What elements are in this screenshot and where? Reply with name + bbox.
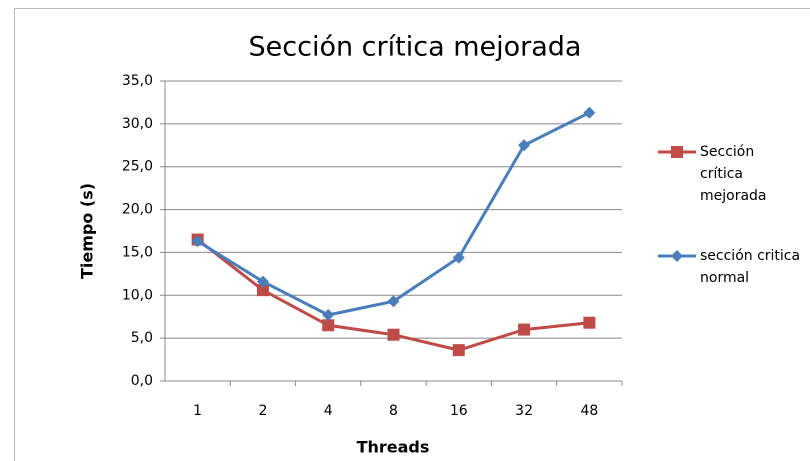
chart-border: [14, 8, 810, 461]
y-tick-label: 35,0: [122, 73, 153, 89]
y-axis-label: Tiempo (s): [78, 183, 97, 279]
legend-marker: [671, 146, 683, 158]
data-point: [387, 328, 400, 341]
data-point: [256, 275, 269, 288]
data-point: [191, 235, 204, 248]
y-tick-label: 25,0: [122, 159, 153, 175]
x-tick-label: 16: [450, 403, 468, 419]
y-tick-label: 30,0: [122, 116, 153, 132]
y-tick-label: 0,0: [131, 373, 153, 389]
legend-label: sección critica normal: [700, 248, 801, 286]
data-point: [452, 251, 465, 264]
y-tick-label: 5,0: [131, 330, 153, 346]
data-point: [518, 139, 531, 152]
x-tick-label: 4: [324, 403, 333, 419]
x-tick-label: 8: [389, 403, 398, 419]
data-point: [256, 284, 269, 297]
x-tick-label: 2: [258, 403, 267, 419]
data-point: [583, 106, 596, 119]
data-point: [322, 319, 335, 332]
x-axis-label: Threads: [357, 438, 430, 457]
data-point: [322, 309, 335, 321]
legend-label: Sección crítica mejorada: [700, 144, 767, 204]
x-tick-label: 1: [193, 403, 202, 419]
data-point: [452, 344, 465, 357]
chart-title: Sección crítica mejorada: [249, 32, 582, 63]
y-tick-label: 10,0: [122, 287, 153, 303]
data-point: [387, 295, 400, 308]
data-point: [518, 323, 531, 336]
x-tick-label: 32: [515, 403, 533, 419]
y-tick-label: 15,0: [122, 244, 153, 260]
legend-marker: [671, 250, 683, 262]
data-point: [583, 316, 596, 329]
x-tick-label: 48: [580, 403, 598, 419]
y-tick-label: 20,0: [122, 202, 153, 218]
